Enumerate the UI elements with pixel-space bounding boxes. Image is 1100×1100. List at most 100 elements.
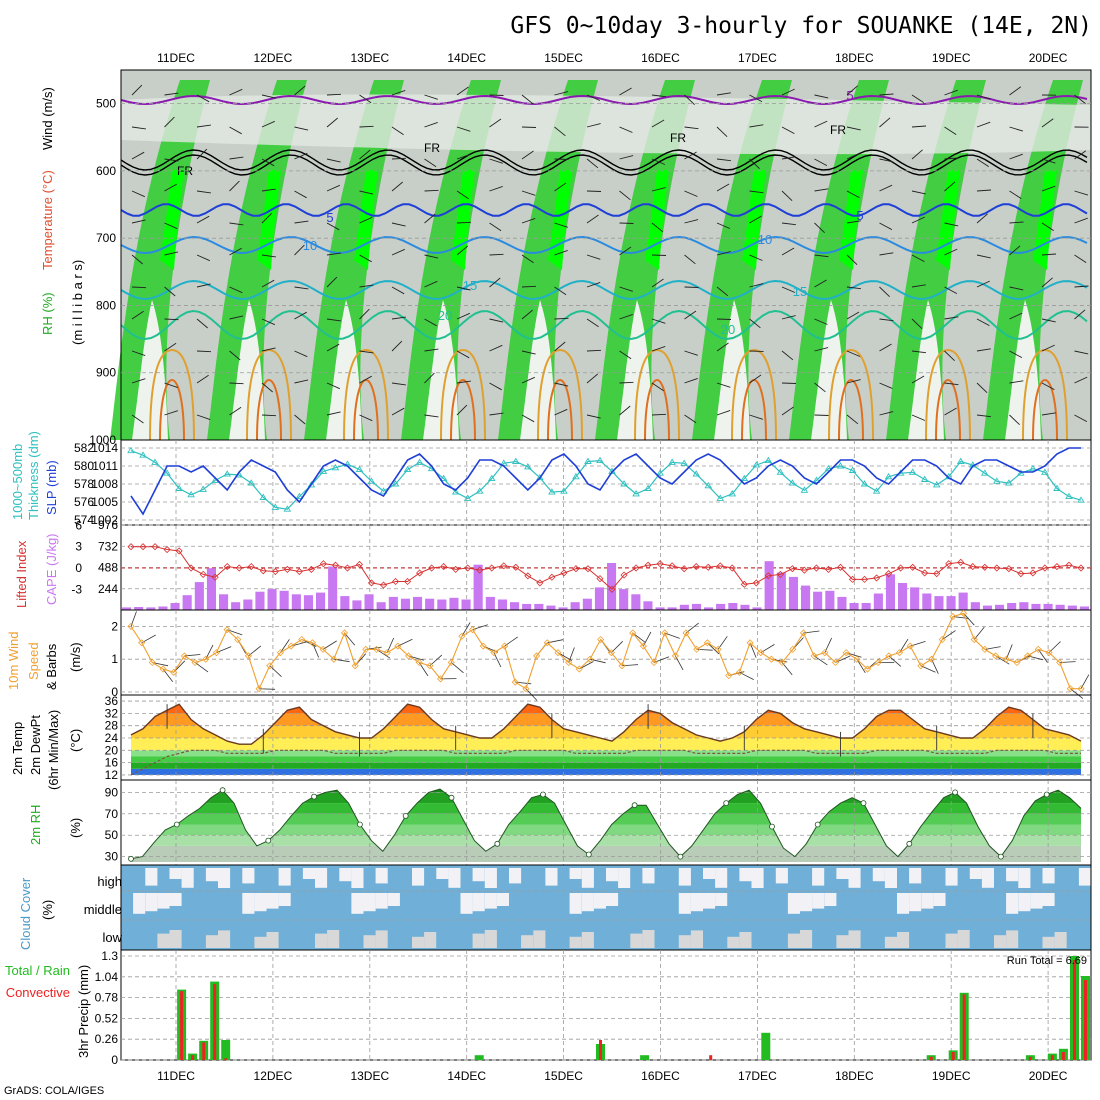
cloud-mid-cell xyxy=(133,893,146,914)
cape-bar xyxy=(413,596,423,610)
li-point xyxy=(812,564,821,572)
rh-saturated-core xyxy=(1033,170,1057,270)
wind-barb xyxy=(976,213,988,224)
wind-barb xyxy=(1041,118,1054,128)
cape-bar xyxy=(691,603,701,610)
thickness-point xyxy=(908,468,917,475)
convective-bar xyxy=(1061,1052,1065,1060)
wind-barb xyxy=(164,342,177,352)
wind-barb xyxy=(554,222,568,228)
wind-speed-point xyxy=(1066,685,1074,693)
day-label-top: 11DEC xyxy=(157,51,195,65)
wind-barb xyxy=(749,254,763,261)
li-point xyxy=(945,560,953,568)
wind-ylabel-1: 10m Wind xyxy=(6,631,21,690)
thickness-line xyxy=(130,450,1082,510)
wind-barb xyxy=(391,89,406,96)
wind-barb xyxy=(194,662,209,673)
temp-band xyxy=(131,704,1081,714)
wind-barb xyxy=(716,183,730,192)
cloud-high-cell xyxy=(351,868,364,888)
precip-ylabel-2: Convective xyxy=(6,985,70,1000)
cloud-level-high: high xyxy=(97,874,122,889)
wind-barb xyxy=(294,152,308,160)
wind-barb xyxy=(131,126,146,130)
li-point xyxy=(175,547,183,555)
wind-barb xyxy=(1009,126,1024,132)
cloud-mid-cell xyxy=(933,893,946,906)
isotherm-25 xyxy=(731,348,777,441)
thickness-point xyxy=(512,457,520,464)
wind-speed-point xyxy=(383,649,391,657)
wind-barb xyxy=(911,254,925,262)
cloud-high-cell xyxy=(484,868,497,888)
day-label-bottom: 12DEC xyxy=(254,1069,293,1083)
wind-barb xyxy=(359,149,371,160)
wind-barb xyxy=(684,94,695,106)
wind-barb xyxy=(554,382,569,387)
wind-barb xyxy=(814,318,828,325)
wind-barb xyxy=(1009,245,1021,256)
thickness-point xyxy=(788,479,797,486)
wind-barb xyxy=(554,182,567,192)
temp-ytick: 16 xyxy=(105,756,119,770)
cloud-low-cell xyxy=(169,930,182,948)
rain-bar xyxy=(761,1032,771,1060)
wind-barb xyxy=(781,406,794,416)
wind-barb xyxy=(911,149,923,160)
wind-barb xyxy=(684,219,699,224)
cloud-high-cell xyxy=(448,868,461,888)
isotherm-25 xyxy=(149,348,195,441)
rh2m-point xyxy=(906,840,913,847)
wind-barb xyxy=(294,85,306,96)
li-ytick: 3 xyxy=(75,540,82,554)
cape-bar xyxy=(922,593,932,610)
wind-barb xyxy=(322,640,337,650)
isotherm-30 xyxy=(1032,378,1058,441)
profile-ytick-label: 700 xyxy=(96,231,116,245)
cape-bar xyxy=(522,603,532,610)
thickness-point xyxy=(463,494,472,501)
wind-speed-point xyxy=(340,629,349,637)
profile-ytick-label: 800 xyxy=(96,298,116,312)
wind-barb xyxy=(944,181,956,192)
thickness-point xyxy=(331,463,340,471)
day-label-bottom: 16DEC xyxy=(641,1069,680,1083)
li-ytick: 0 xyxy=(75,561,82,575)
wind-barb xyxy=(707,642,720,655)
rh2m-point xyxy=(952,789,958,796)
wind-speed-point xyxy=(949,612,957,621)
wind-speed-point xyxy=(725,672,733,680)
cloud-mid-cell xyxy=(1030,893,1043,909)
day-label-top: 14DEC xyxy=(447,51,486,65)
cape-bar xyxy=(667,607,677,610)
wind-barb xyxy=(976,158,989,167)
cloud-low-cell xyxy=(363,935,376,948)
wind-barb xyxy=(814,382,826,393)
convective-bar xyxy=(962,994,966,1060)
wind-barb xyxy=(326,318,341,322)
precip-ytick: 0.78 xyxy=(95,991,119,1005)
li-point xyxy=(211,573,219,581)
wind-barb xyxy=(229,315,244,320)
thickness-point xyxy=(247,479,256,486)
wind-speed-point xyxy=(362,645,370,653)
cape-bar xyxy=(1031,603,1041,610)
li-point xyxy=(993,564,1001,572)
wind-speed-point xyxy=(767,655,776,663)
wind-barb xyxy=(846,254,858,266)
thickness-point xyxy=(740,474,749,482)
footer-credit: GrADS: COLA/IGES xyxy=(4,1085,104,1097)
wind-barb xyxy=(131,84,143,96)
wind-barb xyxy=(1041,318,1056,323)
li-ylabel: Lifted Index xyxy=(14,540,29,608)
isotherm-30 xyxy=(353,378,379,441)
wind-barb xyxy=(1009,414,1020,426)
wind-barb xyxy=(554,286,567,296)
li-point xyxy=(1053,563,1061,571)
wind-barb xyxy=(131,350,146,357)
day-label-bottom: 15DEC xyxy=(544,1069,583,1083)
wind-barb xyxy=(359,308,370,320)
temp-ytick: 20 xyxy=(105,743,119,757)
